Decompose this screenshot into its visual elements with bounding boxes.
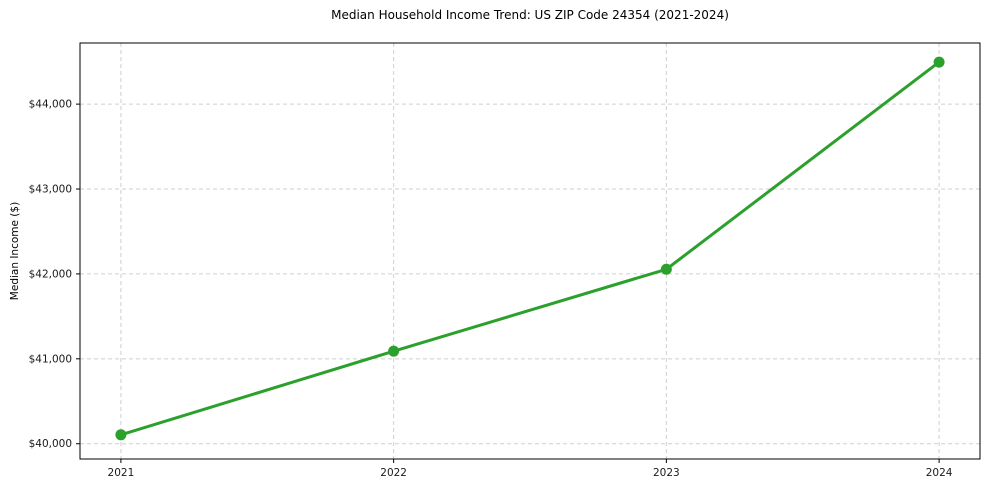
x-tick-label: 2022 [380, 467, 407, 479]
x-tick-label: 2024 [926, 467, 953, 479]
y-tick-label: $40,000 [29, 438, 72, 450]
y-tick-label: $43,000 [29, 184, 72, 196]
trend-line [119, 60, 941, 437]
plot-border [79, 42, 981, 460]
y-tick-label: $41,000 [29, 353, 72, 365]
chart-title: Median Household Income Trend: US ZIP Co… [331, 8, 729, 22]
data-point-2024 [933, 56, 945, 68]
y-tick-label: $44,000 [29, 99, 72, 111]
data-point-2023 [660, 263, 672, 275]
x-tick-label: 2023 [653, 467, 680, 479]
y-tick-label: $42,000 [29, 268, 72, 280]
data-point-2022 [388, 345, 400, 357]
data-point-2021 [115, 429, 127, 441]
x-tick-label: 2021 [108, 467, 135, 479]
